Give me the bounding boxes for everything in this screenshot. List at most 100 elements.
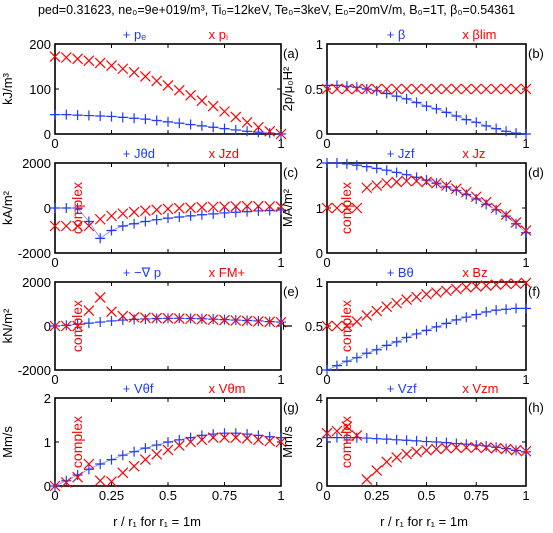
data-point-x — [151, 448, 163, 460]
data-point-x — [331, 425, 343, 437]
data-point-x — [450, 183, 462, 195]
data-point-x — [264, 435, 276, 447]
data-point-x — [341, 320, 353, 332]
data-point-x — [230, 432, 242, 444]
data-point-x — [331, 83, 343, 95]
data-point-x — [401, 448, 413, 460]
legend-entry-red: x Jz — [462, 146, 485, 161]
legend-entry-red: x βlim — [462, 27, 496, 42]
data-point-x — [60, 220, 72, 232]
y-tick-label: 2 — [316, 435, 323, 450]
data-point-x — [321, 320, 333, 332]
data-point-x — [151, 75, 163, 87]
data-point-x — [83, 458, 95, 470]
data-point-x — [401, 83, 413, 95]
data-point-x — [411, 175, 422, 187]
panel-d: 0 1 0 1 2 MA/m² (d) + Jzf x Jz complex — [280, 146, 544, 270]
panel-a: 0 1 0 100 200 kJ/m³ (a) + pₑ x pᵢ — [0, 27, 299, 151]
data-point-x — [275, 316, 287, 328]
data-point-x — [381, 301, 393, 313]
x-tick-label: 1 — [277, 488, 284, 503]
data-point-x — [60, 52, 72, 63]
data-point-x — [173, 84, 185, 96]
panel-id: (g) — [283, 400, 299, 415]
y-tick-label: 0 — [44, 319, 51, 334]
data-point-x — [275, 128, 287, 140]
y-tick-label: 0.5 — [305, 82, 323, 97]
legend-entry-red: x Bz — [462, 265, 487, 280]
y-tick-label: -2000 — [18, 246, 51, 261]
data-point-x — [450, 83, 462, 95]
data-point-x — [94, 57, 106, 69]
x-tick-label: 0.75 — [212, 488, 237, 503]
data-point-x — [264, 201, 276, 212]
x-tick-label: 0 — [323, 136, 330, 151]
legend-entry-blue: + Jzf — [387, 146, 415, 161]
data-point-x — [421, 176, 432, 188]
series-line — [326, 308, 526, 371]
y-tick-label: 200 — [29, 37, 51, 52]
figure-title: ped=0.31623, ne₀=9e+019/m³, Ti₀=12keV, T… — [38, 3, 515, 17]
panel-b: 0 1 0 0.5 1 2p/μ₀H² (b) + β x βlim — [280, 27, 544, 151]
legend-entry-red: x Jzd — [209, 146, 239, 161]
data-point-x — [219, 106, 230, 117]
data-point-x — [72, 471, 84, 483]
complex-annotation: complex — [69, 416, 85, 468]
data-point-x — [72, 320, 84, 332]
data-point-x — [391, 83, 403, 95]
data-point-x — [72, 220, 84, 232]
data-point-x — [207, 100, 219, 112]
x-tick-label: 1 — [522, 136, 529, 151]
y-tick-label: 2000 — [22, 156, 51, 171]
legend-entry-blue: + −∇ p — [123, 265, 161, 280]
data-point-x — [401, 175, 413, 187]
data-point-x — [510, 216, 522, 228]
complex-annotation: complex — [338, 300, 354, 352]
data-point-x — [128, 66, 140, 78]
data-point-x — [128, 460, 140, 472]
data-point-x — [331, 202, 343, 214]
data-point-x — [381, 83, 393, 95]
data-point-x — [500, 278, 512, 290]
data-point-x — [207, 201, 219, 213]
data-point-x — [106, 306, 117, 318]
data-point-x — [264, 316, 276, 328]
series-line — [327, 85, 527, 135]
data-point-x — [106, 476, 117, 488]
data-point-x — [252, 434, 264, 446]
x-tick-label: 1 — [522, 488, 529, 503]
data-point-x — [117, 310, 129, 322]
data-point-x — [252, 121, 264, 133]
data-point-x — [431, 287, 442, 298]
x-tick-label: 0.25 — [364, 488, 389, 503]
data-point-x — [411, 291, 422, 303]
data-point-x — [431, 177, 442, 189]
panel-g: 0 0.25 0.5 0.75 1 0 1 2 Mm/s (g) + Vθf x Vθm complex — [0, 381, 299, 503]
data-point-x — [139, 312, 151, 324]
y-axis-label: kA/m² — [0, 190, 15, 225]
data-point-x — [450, 283, 462, 295]
panel-id: (a) — [283, 46, 299, 61]
data-point-x — [60, 320, 72, 332]
data-point-x — [391, 297, 403, 309]
data-point-x — [94, 291, 106, 303]
x-tick-label: 1 — [522, 255, 529, 270]
data-point-x — [128, 311, 140, 323]
legend-entry-blue: + Jθd — [123, 146, 155, 161]
data-point-x — [331, 320, 343, 332]
data-point-x — [440, 83, 452, 95]
x-tick-label: 0 — [323, 255, 330, 270]
data-point-x — [510, 83, 522, 95]
data-point-x — [460, 186, 472, 198]
legend-entry-blue: + Vzf — [387, 381, 417, 396]
data-point-x — [480, 280, 492, 291]
data-point-x — [480, 442, 492, 454]
data-point-x — [351, 429, 363, 441]
data-point-x — [470, 442, 482, 453]
data-point-x — [480, 196, 492, 208]
data-point-x — [219, 432, 230, 444]
data-point-x — [440, 180, 452, 191]
data-point-x — [162, 444, 174, 456]
series-line — [55, 207, 282, 239]
